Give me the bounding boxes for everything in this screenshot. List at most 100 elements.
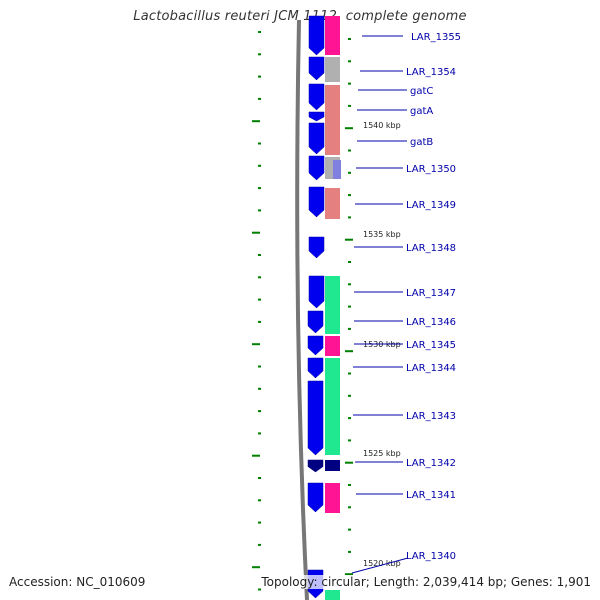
scale-label: 1525 kbp bbox=[363, 449, 401, 458]
gene-label: LAR_1341 bbox=[406, 490, 456, 501]
function-block bbox=[325, 16, 340, 55]
tick-mark bbox=[348, 550, 351, 553]
tick-mark bbox=[345, 461, 353, 464]
cds-track bbox=[307, 15, 325, 599]
tick-mark bbox=[348, 104, 351, 107]
cds-arrow bbox=[308, 275, 325, 309]
tick-mark bbox=[258, 499, 261, 502]
gene-label: gatC bbox=[410, 86, 433, 97]
tick-mark bbox=[258, 142, 261, 145]
tick-mark bbox=[348, 506, 351, 509]
cds-arrow bbox=[307, 310, 324, 334]
function-block bbox=[325, 276, 340, 334]
tick-mark bbox=[252, 343, 260, 346]
function-block bbox=[325, 483, 340, 513]
cds-arrow bbox=[308, 15, 325, 56]
tick-mark bbox=[258, 477, 261, 479]
tick-mark bbox=[348, 417, 351, 420]
leader-line bbox=[351, 557, 409, 574]
tick-mark bbox=[348, 283, 351, 286]
scale-label: 1540 kbp bbox=[363, 121, 401, 130]
tick-mark bbox=[258, 298, 261, 301]
tick-mark bbox=[258, 365, 261, 368]
tick-mark bbox=[258, 588, 261, 591]
function-block bbox=[325, 358, 340, 455]
tick-mark bbox=[258, 521, 261, 524]
tick-mark bbox=[345, 127, 353, 130]
tick-mark bbox=[258, 432, 261, 435]
tick-mark bbox=[348, 194, 351, 197]
tick-mark bbox=[252, 120, 260, 123]
gene-label: LAR_1347 bbox=[406, 288, 456, 299]
backbone-line bbox=[295, 19, 309, 600]
tick-mark bbox=[258, 209, 261, 212]
cds-arrow bbox=[308, 83, 325, 111]
cds-arrow bbox=[308, 186, 325, 218]
tick-mark bbox=[348, 149, 351, 152]
tick-mark bbox=[258, 31, 261, 33]
tick-mark bbox=[348, 528, 351, 531]
tick-mark bbox=[258, 387, 261, 390]
function-block bbox=[333, 160, 341, 179]
gene-label: LAR_1342 bbox=[406, 458, 456, 469]
tick-mark bbox=[348, 171, 351, 174]
function-block bbox=[325, 188, 340, 219]
cds-arrow bbox=[308, 111, 325, 122]
gene-label: LAR_1348 bbox=[406, 243, 456, 254]
gene-label: LAR_1354 bbox=[406, 67, 456, 78]
tick-mark bbox=[252, 454, 260, 457]
tick-mark bbox=[348, 327, 351, 330]
tick-marks bbox=[252, 31, 353, 591]
tick-mark bbox=[258, 187, 261, 190]
function-track bbox=[325, 16, 341, 600]
function-block bbox=[325, 336, 340, 356]
function-block bbox=[325, 460, 340, 471]
cds-arrow bbox=[307, 357, 324, 379]
tick-mark bbox=[348, 38, 351, 40]
cds-arrow bbox=[307, 482, 324, 513]
gene-label: LAR_1344 bbox=[406, 363, 456, 374]
tick-mark bbox=[258, 97, 261, 100]
tick-mark bbox=[258, 276, 261, 279]
gene-label: LAR_1346 bbox=[406, 317, 456, 328]
accession-text: Accession: NC_010609 bbox=[9, 575, 146, 589]
gene-label: gatB bbox=[410, 137, 433, 148]
tick-mark bbox=[348, 82, 351, 85]
cds-arrow bbox=[307, 459, 324, 473]
gene-label: LAR_1340 bbox=[406, 551, 456, 562]
cds-arrow bbox=[307, 335, 324, 356]
tick-mark bbox=[348, 372, 351, 375]
tick-mark bbox=[258, 254, 261, 256]
tick-mark bbox=[348, 439, 351, 442]
tick-mark bbox=[252, 231, 260, 234]
gene-labels: LAR_1355 LAR_1354 gatC gatA gatB LAR_1350 LAR_… bbox=[351, 32, 461, 574]
gene-label: gatA bbox=[410, 106, 433, 117]
function-block bbox=[325, 85, 340, 155]
tick-mark bbox=[258, 543, 261, 546]
scale-label: 1535 kbp bbox=[363, 230, 401, 239]
function-block bbox=[325, 590, 340, 600]
tick-mark bbox=[258, 75, 261, 78]
scale-label: 1520 kbp bbox=[363, 559, 401, 568]
tick-mark bbox=[258, 320, 261, 323]
cds-arrow bbox=[307, 380, 324, 456]
gene-label: LAR_1343 bbox=[406, 411, 456, 422]
cds-arrow bbox=[308, 236, 325, 259]
tick-mark bbox=[258, 53, 261, 56]
cds-arrow bbox=[308, 56, 325, 81]
gene-label: LAR_1345 bbox=[406, 340, 456, 351]
tick-mark bbox=[348, 261, 351, 263]
tick-mark bbox=[348, 394, 351, 397]
genome-stats-text: Topology: circular; Length: 2,039,414 bp… bbox=[261, 575, 591, 589]
tick-mark bbox=[345, 238, 353, 241]
gene-label: LAR_1349 bbox=[406, 200, 456, 211]
tick-mark bbox=[348, 60, 351, 63]
gene-label: LAR_1350 bbox=[406, 164, 456, 175]
map-title: Lactobacillus reuteri JCM 1112, complete… bbox=[133, 9, 467, 24]
tick-mark bbox=[252, 566, 260, 569]
cds-arrow bbox=[308, 122, 325, 155]
gene-label: LAR_1355 bbox=[411, 32, 461, 43]
tick-mark bbox=[345, 350, 353, 353]
tick-mark bbox=[348, 484, 351, 486]
